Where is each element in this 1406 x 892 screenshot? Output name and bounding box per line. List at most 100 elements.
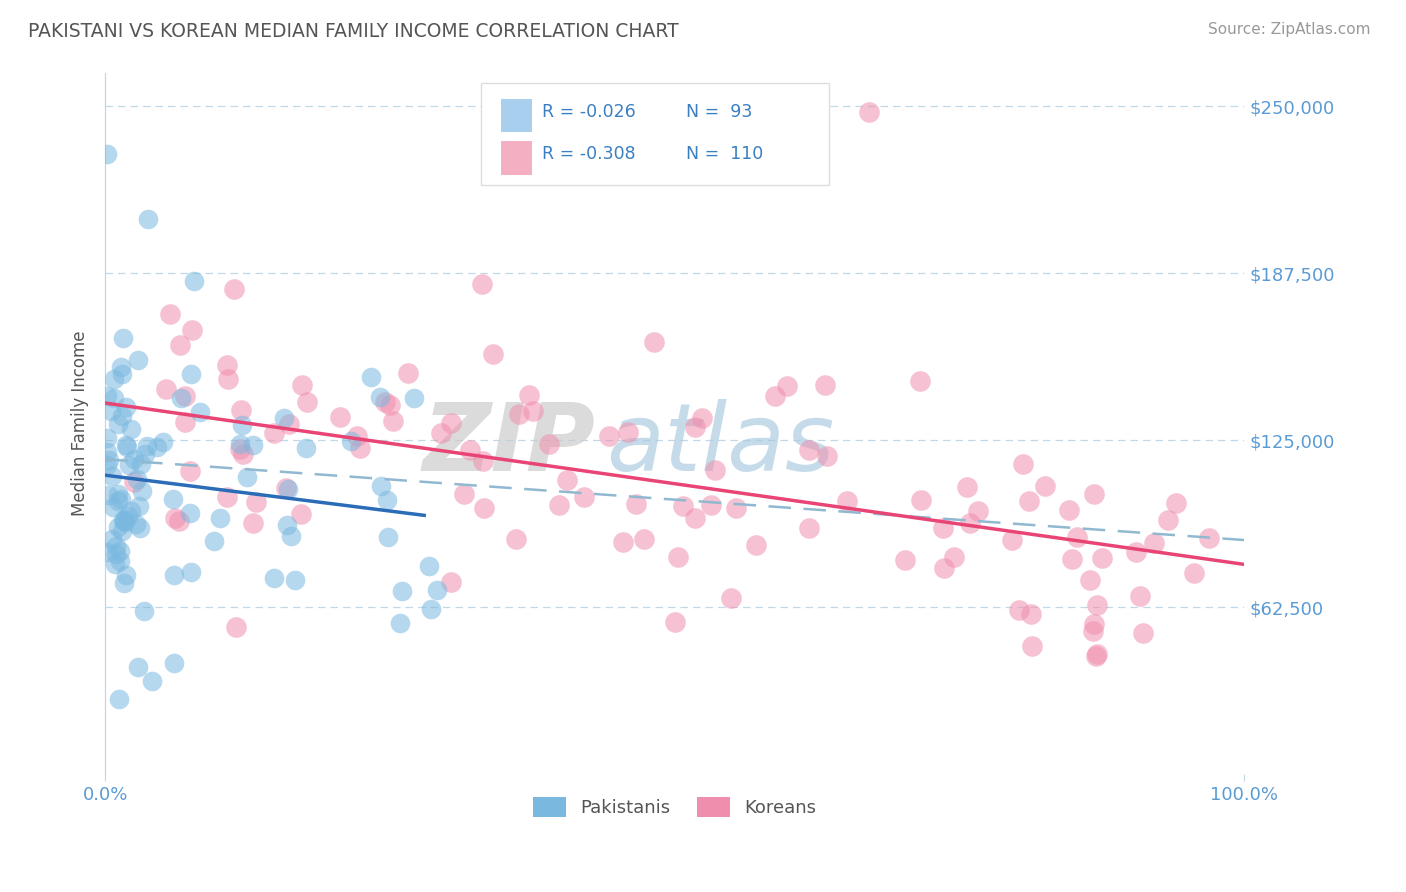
Point xyxy=(360,370,382,384)
Point xyxy=(1157,512,1180,526)
Point xyxy=(368,390,391,404)
Point xyxy=(797,442,820,457)
Point xyxy=(97,488,120,502)
Point xyxy=(1008,603,1031,617)
Point xyxy=(127,353,149,368)
Point xyxy=(141,673,163,688)
Point xyxy=(231,403,253,417)
Point xyxy=(236,470,259,484)
FancyBboxPatch shape xyxy=(481,84,828,186)
Point xyxy=(339,434,361,449)
Point xyxy=(471,454,494,468)
Text: ZIP: ZIP xyxy=(422,399,595,491)
Point xyxy=(100,532,122,546)
Point xyxy=(169,338,191,352)
Point xyxy=(96,431,118,445)
Point xyxy=(232,447,254,461)
Point xyxy=(229,436,252,450)
Point xyxy=(430,426,453,441)
Point xyxy=(745,538,768,552)
Point xyxy=(163,510,186,524)
Point xyxy=(132,604,155,618)
Point xyxy=(1090,550,1112,565)
Point xyxy=(115,400,138,414)
Point xyxy=(131,457,153,471)
Text: atlas: atlas xyxy=(606,399,835,490)
FancyBboxPatch shape xyxy=(501,99,533,132)
Point xyxy=(453,487,475,501)
Point xyxy=(481,347,503,361)
Point xyxy=(155,383,177,397)
Point xyxy=(1060,552,1083,566)
Point xyxy=(101,469,124,483)
Point xyxy=(548,498,571,512)
Point xyxy=(932,561,955,575)
Point xyxy=(115,568,138,582)
Point xyxy=(295,394,318,409)
Point xyxy=(111,524,134,539)
Point xyxy=(114,512,136,526)
Point xyxy=(131,483,153,498)
Point xyxy=(932,520,955,534)
Point xyxy=(100,404,122,418)
Point xyxy=(127,660,149,674)
Point xyxy=(120,423,142,437)
Point xyxy=(181,323,204,337)
Point xyxy=(720,591,742,605)
Point xyxy=(522,404,544,418)
Point xyxy=(111,367,134,381)
Point xyxy=(1125,544,1147,558)
Point xyxy=(858,104,880,119)
Point xyxy=(1019,607,1042,621)
Point xyxy=(837,494,859,508)
Point xyxy=(96,389,118,403)
Point xyxy=(107,417,129,432)
Point xyxy=(700,498,723,512)
Point xyxy=(349,441,371,455)
Point xyxy=(122,452,145,467)
Point xyxy=(222,281,245,295)
Point xyxy=(104,539,127,553)
FancyBboxPatch shape xyxy=(501,141,533,175)
Point xyxy=(115,441,138,455)
Point xyxy=(202,533,225,548)
Point xyxy=(98,453,121,467)
Point xyxy=(617,425,640,439)
Point xyxy=(1198,531,1220,545)
Point xyxy=(1066,530,1088,544)
Point xyxy=(294,441,316,455)
Point xyxy=(396,366,419,380)
Point xyxy=(666,550,689,565)
Point xyxy=(114,514,136,528)
Point xyxy=(519,388,541,402)
Point xyxy=(471,277,494,291)
Point xyxy=(1033,479,1056,493)
Point xyxy=(163,656,186,670)
Point xyxy=(110,544,132,558)
Point xyxy=(103,372,125,386)
Point xyxy=(942,549,965,564)
Point xyxy=(672,499,695,513)
Point xyxy=(290,507,312,521)
Point xyxy=(104,557,127,571)
Point xyxy=(555,473,578,487)
Point xyxy=(110,359,132,374)
Point xyxy=(389,616,412,631)
Point xyxy=(96,545,118,559)
Point xyxy=(280,529,302,543)
Point xyxy=(910,493,932,508)
Point xyxy=(1143,536,1166,550)
Point xyxy=(458,443,481,458)
Point xyxy=(112,576,135,591)
Point xyxy=(1021,639,1043,653)
Point xyxy=(284,573,307,587)
Point xyxy=(96,147,118,161)
Point xyxy=(626,497,648,511)
Point xyxy=(402,392,425,406)
Point xyxy=(152,434,174,449)
Point xyxy=(505,532,527,546)
Point xyxy=(162,567,184,582)
Point xyxy=(245,495,267,509)
Point xyxy=(1085,598,1108,612)
Point xyxy=(174,389,197,403)
